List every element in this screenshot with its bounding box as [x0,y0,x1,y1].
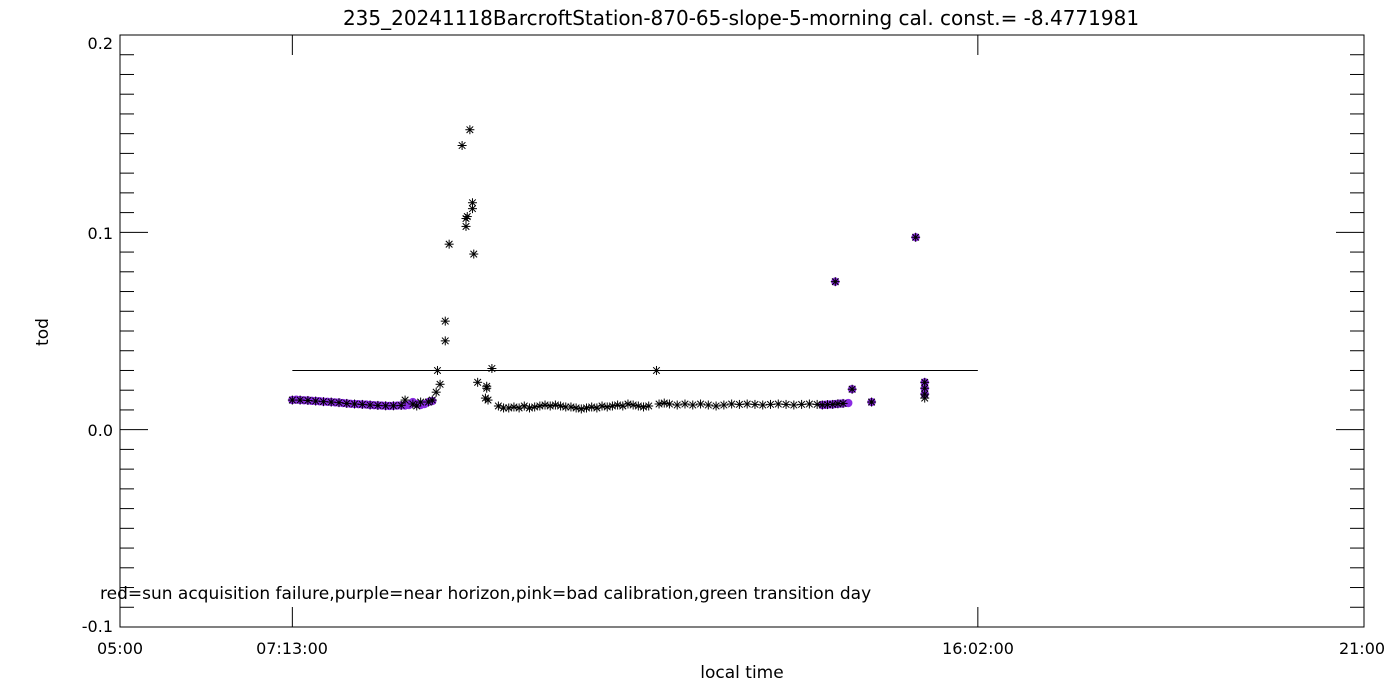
data-point-marker [587,402,597,412]
data-point-marker [465,125,475,135]
y-axis-label: tod [33,318,53,346]
data-point-marker [432,365,442,375]
data-point-marker [487,363,497,373]
data-point-marker [462,212,472,222]
data-point-marker [719,400,729,410]
data-point-marker [326,397,336,407]
data-point-marker [357,399,367,409]
data-point-marker [703,400,713,410]
chart-title: 235_20241118BarcroftStation-870-65-slope… [343,6,1139,30]
data-point-marker [483,395,493,405]
data-point-marker [838,398,848,408]
data-point-marker [797,399,807,409]
data-point-marker [781,399,791,409]
x-axis-label: local time [700,663,783,683]
data-point-marker [680,399,690,409]
data-point-marker [696,399,706,409]
data-point-marker [664,399,674,409]
data-point-marker [766,399,776,409]
data-point-marker [742,399,752,409]
data-point-marker [688,400,698,410]
y-tick-label: 0.2 [88,34,113,53]
data-point-marker [350,399,360,409]
y-tick-label: 0.0 [88,421,113,440]
data-point-marker [644,401,654,411]
data-point-marker [311,396,321,406]
data-point-marker [727,399,737,409]
data-point-marker [396,400,406,410]
data-points [287,125,930,414]
x-tick-label: 16:02:00 [942,639,1014,658]
data-point-marker [734,399,744,409]
data-point-marker [473,377,483,387]
data-point-marker [773,399,783,409]
data-point-marker [789,400,799,410]
data-point-marker [444,239,454,249]
data-point-marker [287,395,297,405]
data-point-marker [482,383,492,393]
y-tick-label: 0.1 [88,224,113,243]
data-point-marker [911,232,921,242]
data-point-marker [750,399,760,409]
data-point-marker [457,141,467,151]
data-point-marker [400,395,410,405]
data-point-marker [416,397,426,407]
data-point-marker [514,403,524,413]
data-point-marker [440,316,450,326]
data-point-marker [342,398,352,408]
x-tick-label: 07:13:00 [256,639,328,658]
y-tick-label: -0.1 [82,617,113,636]
data-point-marker [431,387,441,397]
data-point-marker [440,336,450,346]
data-point-marker [847,384,857,394]
data-point-marker [318,397,328,407]
data-point-marker [867,397,877,407]
data-point-marker [388,401,398,411]
data-point-marker [758,400,768,410]
data-point-marker [804,399,814,409]
data-point-marker [651,365,661,375]
data-point-marker [561,402,571,412]
plot-frame [119,34,1365,628]
data-point-marker [509,402,519,412]
data-point-marker [461,221,471,231]
data-point-marker [467,198,477,208]
data-point-marker [545,401,555,411]
data-point-marker [381,401,391,411]
data-point-marker [365,400,375,410]
x-tick-label: 21:00 [1339,639,1385,658]
data-point-marker [830,277,840,287]
data-point-marker [435,379,445,389]
data-point-marker [427,395,437,405]
data-point-marker [920,377,930,387]
axis-ticks [120,34,1364,628]
x-tick-label: 05:00 [97,639,143,658]
data-point-marker [711,401,721,411]
data-point-marker [334,398,344,408]
legend-annotation: red=sun acquisition failure,purple=near … [100,584,871,604]
data-point-marker [672,400,682,410]
data-point-marker [303,395,313,405]
data-point-marker [469,249,479,259]
data-point-marker [556,401,566,411]
data-point-marker [920,393,930,403]
data-point-marker [295,395,305,405]
data-point-marker [828,399,838,409]
data-point-marker [373,400,383,410]
